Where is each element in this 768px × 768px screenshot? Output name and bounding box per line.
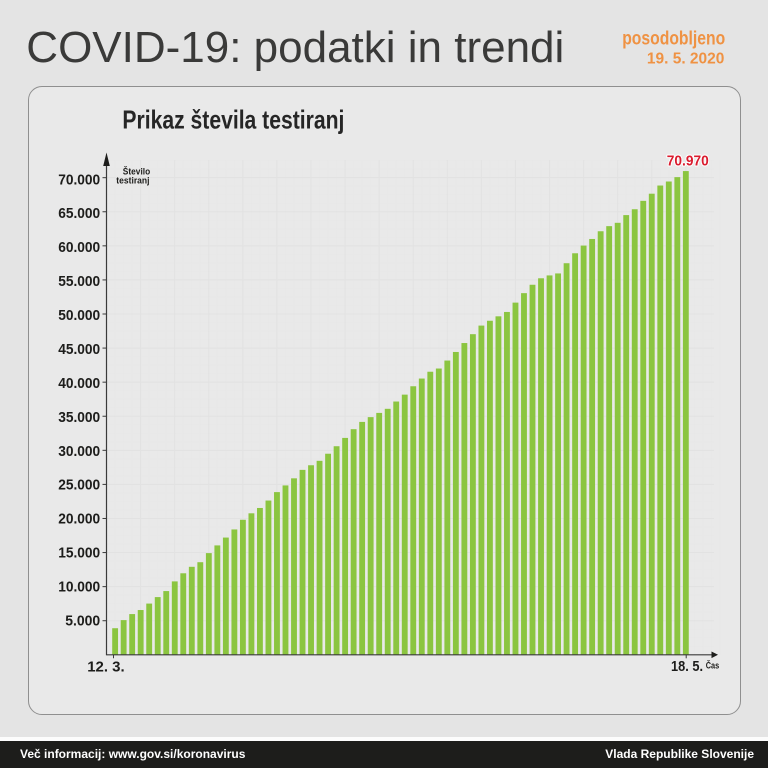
svg-text:10.000: 10.000	[58, 578, 100, 595]
svg-text:19. 5. 2020: 19. 5. 2020	[647, 50, 725, 67]
svg-text:65.000: 65.000	[58, 205, 100, 222]
svg-text:60.000: 60.000	[58, 239, 100, 256]
svg-text:COVID-19: podatki in trendi: COVID-19: podatki in trendi	[26, 23, 564, 72]
svg-text:5.000: 5.000	[65, 612, 100, 629]
svg-text:45.000: 45.000	[58, 341, 100, 358]
svg-text:20.000: 20.000	[58, 511, 100, 528]
svg-text:30.000: 30.000	[58, 443, 100, 460]
svg-text:18. 5.: 18. 5.	[671, 658, 703, 675]
svg-text:15.000: 15.000	[58, 545, 100, 562]
svg-text:70.000: 70.000	[58, 171, 100, 188]
svg-text:50.000: 50.000	[58, 307, 100, 324]
svg-text:25.000: 25.000	[58, 477, 100, 494]
svg-text:40.000: 40.000	[58, 375, 100, 392]
svg-text:posodobljeno: posodobljeno	[622, 28, 725, 50]
svg-text:Prikaz števila testiranj: Prikaz števila testiranj	[122, 105, 344, 135]
svg-text:testiranj: testiranj	[116, 175, 149, 186]
svg-text:35.000: 35.000	[58, 409, 100, 426]
svg-text:70.970: 70.970	[667, 154, 709, 170]
svg-text:55.000: 55.000	[58, 273, 100, 290]
svg-text:Čas: Čas	[706, 659, 720, 670]
svg-text:12. 3.: 12. 3.	[87, 659, 125, 676]
svg-text:Število: Število	[123, 166, 151, 178]
